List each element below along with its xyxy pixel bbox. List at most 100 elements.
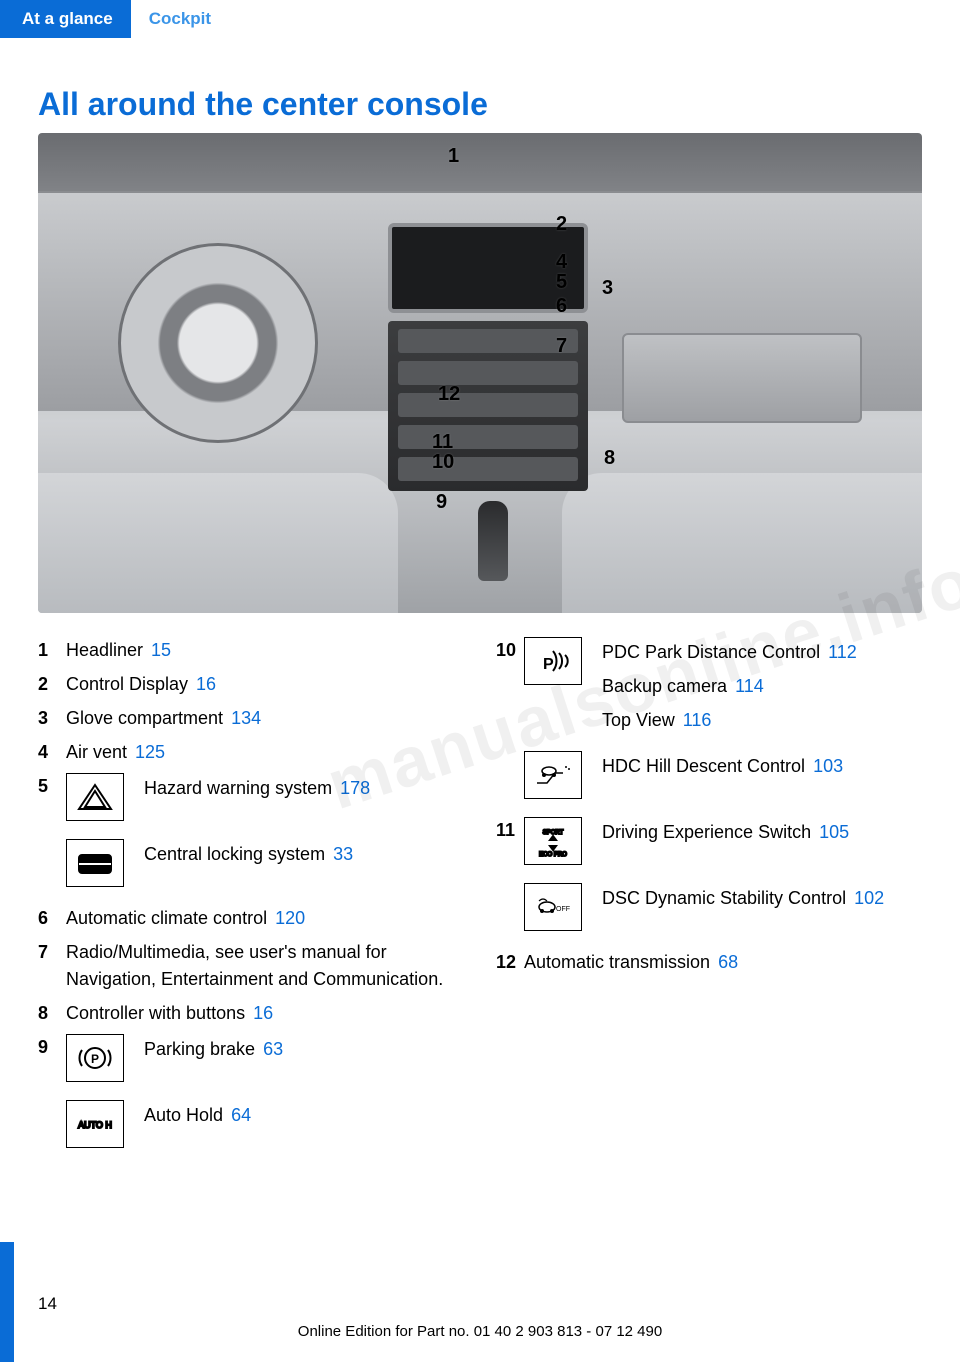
legend-number [38, 839, 66, 897]
legend-number: 10 [496, 637, 524, 743]
callout-1: 1 [448, 145, 459, 168]
legend-entry-9-1: AUTO H Auto Hold64 [38, 1100, 464, 1158]
legend-text: Control Display16 [66, 671, 464, 697]
legend-text: Controller with buttons16 [66, 1000, 464, 1026]
legend-entry-7: 7Radio/Multimedia, see user's manual for… [38, 939, 464, 991]
callout-6: 6 [556, 295, 567, 318]
illus-seat-left [38, 473, 398, 613]
callout-12: 12 [438, 383, 460, 406]
page-ref[interactable]: 68 [718, 952, 738, 972]
svg-text:AUTO H: AUTO H [78, 1120, 112, 1130]
lock-icon [66, 839, 124, 887]
callout-9: 9 [436, 491, 447, 514]
legend-entry-5-1: Central locking system33 [38, 839, 464, 897]
legend-number: 9 [38, 1034, 66, 1092]
legend-entry-2: 2Control Display16 [38, 671, 464, 697]
illus-gear-shifter [478, 501, 508, 581]
legend-number: 5 [38, 773, 66, 831]
legend-number [496, 751, 524, 809]
svg-text:OFF: OFF [556, 906, 570, 913]
illus-glove-box [622, 333, 862, 423]
legend-entry-5: 5 Hazard warning system178 [38, 773, 464, 831]
legend-entry-11: 11SPORTECO PRODriving Experience Switch1… [496, 817, 922, 875]
legend-number [496, 883, 524, 941]
pdc-icon: P [524, 637, 582, 685]
header-tab-active: At a glance [0, 0, 131, 38]
header-tab-section: Cockpit [131, 0, 229, 38]
illus-seat-right [562, 473, 922, 613]
hazard-icon [66, 773, 124, 821]
page-ref[interactable]: 103 [813, 756, 843, 776]
legend-number: 4 [38, 739, 66, 765]
page-number: 14 [38, 1294, 57, 1314]
page-ref[interactable]: 116 [683, 710, 712, 730]
center-console-illustration: 124536712111089 [38, 133, 922, 613]
legend-text: Headliner15 [66, 637, 464, 663]
drive-icon: SPORTECO PRO [524, 817, 582, 865]
page-ref[interactable]: 120 [275, 908, 305, 928]
callout-5: 5 [556, 271, 567, 294]
page-ref[interactable]: 125 [135, 742, 165, 762]
legend-number: 8 [38, 1000, 66, 1026]
page-ref[interactable]: 114 [735, 676, 764, 696]
legend-text: Central locking system33 [144, 839, 464, 887]
hdc-icon [524, 751, 582, 799]
legend-text: Glove compartment134 [66, 705, 464, 731]
legend-number: 3 [38, 705, 66, 731]
page-header: At a glance Cockpit [0, 0, 960, 38]
callout-2: 2 [556, 213, 567, 236]
page-ref[interactable]: 33 [333, 844, 353, 864]
legend-entry-10: 10P PDC Park Distance Control112Backup ca… [496, 637, 922, 743]
legend-text: Parking brake63 [144, 1034, 464, 1082]
legend-entry-1: 1Headliner15 [38, 637, 464, 663]
page-ref[interactable]: 105 [819, 822, 849, 842]
page-ref[interactable]: 178 [340, 778, 370, 798]
legend-text: Auto Hold64 [144, 1100, 464, 1148]
callout-10: 10 [432, 451, 454, 474]
legend-columns: 1Headliner152Control Display163Glove com… [38, 637, 922, 1166]
legend-entry-4: 4Air vent125 [38, 739, 464, 765]
legend-text: Radio/Multimedia, see user's manual for … [66, 939, 464, 991]
legend-text: DSC Dynamic Stability Control102 [602, 883, 922, 931]
callout-3: 3 [602, 277, 613, 300]
page-ref[interactable]: 16 [196, 674, 216, 694]
autoh-icon: AUTO H [66, 1100, 124, 1148]
svg-text:P: P [91, 1052, 99, 1066]
page-ref[interactable]: 102 [854, 888, 884, 908]
callout-8: 8 [604, 447, 615, 470]
legend-number [38, 1100, 66, 1158]
legend-entry-11-1: OFF DSC Dynamic Stability Control102 [496, 883, 922, 941]
dsc-icon: OFF [524, 883, 582, 931]
page-ref[interactable]: 63 [263, 1039, 283, 1059]
legend-entry-9: 9 P Parking brake63 [38, 1034, 464, 1092]
page-heading: All around the center console [38, 86, 960, 123]
legend-entry-12: 12Automatic transmission68 [496, 949, 922, 975]
page-ref[interactable]: 112 [828, 642, 857, 662]
legend-number: 7 [38, 939, 66, 991]
page-ref[interactable]: 15 [151, 640, 171, 660]
legend-entry-8: 8Controller with buttons16 [38, 1000, 464, 1026]
legend-column-right: 10P PDC Park Distance Control112Backup ca… [496, 637, 922, 1166]
legend-number: 2 [38, 671, 66, 697]
legend-text: Automatic climate control120 [66, 905, 464, 931]
legend-number: 1 [38, 637, 66, 663]
legend-column-left: 1Headliner152Control Display163Glove com… [38, 637, 464, 1166]
legend-entry-3: 3Glove compartment134 [38, 705, 464, 731]
svg-text:ECO PRO: ECO PRO [539, 852, 567, 857]
legend-text: Air vent125 [66, 739, 464, 765]
legend-number: 6 [38, 905, 66, 931]
pbrake-icon: P [66, 1034, 124, 1082]
legend-text: PDC Park Distance Control112Backup camer… [602, 637, 922, 733]
edition-footer: Online Edition for Part no. 01 40 2 903 … [0, 1323, 960, 1340]
illus-steering-wheel [118, 243, 318, 443]
page-ref[interactable]: 134 [231, 708, 261, 728]
legend-number: 12 [496, 949, 524, 975]
legend-text: HDC Hill Descent Control103 [602, 751, 922, 799]
legend-entry-10-1: HDC Hill Descent Control103 [496, 751, 922, 809]
legend-text: Hazard warning system178 [144, 773, 464, 821]
callout-7: 7 [556, 335, 567, 358]
side-accent-bar [0, 1242, 14, 1362]
page-ref[interactable]: 64 [231, 1105, 251, 1125]
legend-number: 11 [496, 817, 524, 875]
page-ref[interactable]: 16 [253, 1003, 273, 1023]
